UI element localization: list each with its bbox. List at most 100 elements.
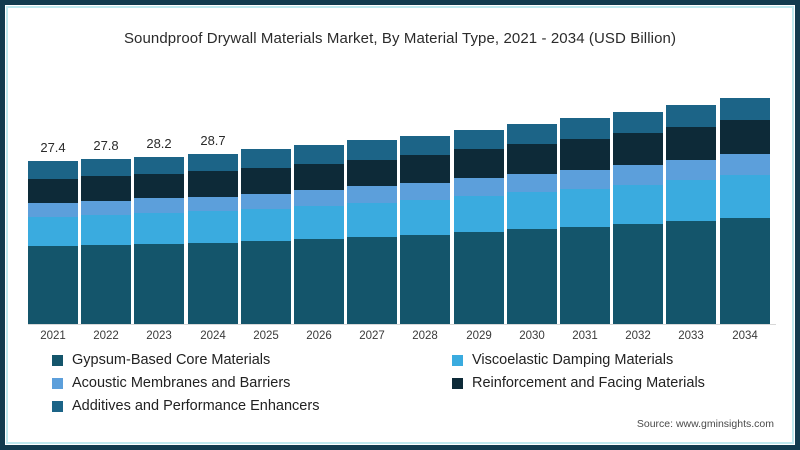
bar-segment[interactable] [454, 231, 504, 325]
bar-segment[interactable] [666, 221, 716, 325]
bar-segment[interactable] [400, 200, 450, 235]
bar-segment[interactable] [28, 178, 78, 203]
bar-segment[interactable] [507, 173, 557, 193]
bar-segment[interactable] [347, 203, 397, 237]
bar-segment[interactable] [560, 188, 610, 228]
bar-segment[interactable] [134, 173, 184, 199]
bar-segment[interactable] [134, 156, 184, 174]
bar-value-label: 27.4 [40, 140, 66, 156]
bar-segment[interactable] [241, 193, 291, 210]
stacked-bar[interactable] [454, 129, 504, 325]
bar-segment[interactable] [241, 167, 291, 194]
bar-segment[interactable] [188, 153, 238, 172]
border-top [0, 0, 800, 5]
bar-segment[interactable] [294, 206, 344, 239]
stacked-bar[interactable] [666, 105, 716, 325]
stacked-bar[interactable] [507, 124, 557, 325]
bar-segment[interactable] [188, 171, 238, 197]
bar-segment[interactable] [613, 133, 663, 165]
bar-segment[interactable] [454, 195, 504, 232]
bar-segment[interactable] [347, 236, 397, 325]
legend-item[interactable]: Additives and Performance Enhancers [52, 398, 452, 414]
legend-item[interactable]: Gypsum-Based Core Materials [52, 352, 452, 368]
bar-segment[interactable] [81, 158, 131, 177]
stacked-bar[interactable] [720, 98, 770, 325]
bar-segment[interactable] [454, 149, 504, 179]
legend-item[interactable]: Acoustic Membranes and Barriers [52, 375, 452, 391]
x-axis-tick-2034: 2034 [732, 330, 758, 342]
bar-segment[interactable] [188, 196, 238, 212]
bar-segment[interactable] [454, 178, 504, 196]
bar-segment[interactable] [613, 224, 663, 325]
x-axis-tick-2021: 2021 [40, 330, 66, 342]
bar-segment[interactable] [134, 243, 184, 325]
bar-segment[interactable] [613, 184, 663, 225]
bar-segment[interactable] [400, 182, 450, 201]
bar-segment[interactable] [134, 213, 184, 244]
bar-segment[interactable] [81, 176, 131, 201]
bar-segment[interactable] [347, 140, 397, 160]
bar-segment[interactable] [294, 145, 344, 164]
bar-segment[interactable] [28, 161, 78, 179]
bar-segment[interactable] [188, 242, 238, 325]
x-axis-tick-2023: 2023 [146, 330, 172, 342]
bar-segment[interactable] [134, 198, 184, 214]
bar-segment[interactable] [400, 234, 450, 325]
bar-segment[interactable] [613, 164, 663, 185]
bar-segment[interactable] [28, 216, 78, 247]
legend-swatch-icon [52, 377, 63, 389]
bar-segment[interactable] [613, 112, 663, 134]
bar-segment[interactable] [560, 138, 610, 170]
bar-segment[interactable] [400, 154, 450, 183]
x-axis-tick-2030: 2030 [519, 330, 545, 342]
bar-segment[interactable] [507, 192, 557, 230]
bar-segment[interactable] [241, 149, 291, 168]
bar-segment[interactable] [666, 179, 716, 222]
bar-segment[interactable] [454, 129, 504, 150]
bar-segment[interactable] [294, 189, 344, 207]
bar-segment[interactable] [28, 202, 78, 217]
stacked-bar[interactable] [560, 118, 610, 325]
bar-segment[interactable] [720, 175, 770, 219]
bar-segment[interactable] [28, 246, 78, 325]
bar-segment[interactable] [347, 186, 397, 204]
stacked-bar[interactable] [294, 145, 344, 325]
stacked-bar[interactable] [347, 140, 397, 325]
x-axis-tick-2033: 2033 [678, 330, 704, 342]
bar-segment[interactable] [507, 124, 557, 144]
bar-segment[interactable] [188, 211, 238, 243]
bar-segment[interactable] [241, 209, 291, 241]
bar-segment[interactable] [507, 229, 557, 325]
stacked-bar[interactable] [400, 135, 450, 325]
bar-segment[interactable] [400, 135, 450, 155]
bar-segment[interactable] [241, 240, 291, 325]
bar-segment[interactable] [720, 98, 770, 121]
bar-segment[interactable] [81, 215, 131, 245]
legend-item[interactable]: Viscoelastic Damping Materials [452, 352, 673, 368]
legend-item[interactable]: Reinforcement and Facing Materials [452, 375, 705, 391]
bar-segment[interactable] [666, 126, 716, 160]
bar-segment[interactable] [720, 154, 770, 176]
stacked-bar[interactable] [81, 158, 131, 325]
bar-segment[interactable] [294, 238, 344, 325]
stacked-bar[interactable] [241, 149, 291, 325]
x-axis-tick-2024: 2024 [200, 330, 226, 342]
bar-segment[interactable] [81, 244, 131, 325]
bar-segment[interactable] [666, 159, 716, 180]
bar-segment[interactable] [294, 163, 344, 190]
bar-segment[interactable] [560, 118, 610, 139]
stacked-bar[interactable] [28, 161, 78, 325]
bar-segment[interactable] [720, 120, 770, 155]
bar-segment[interactable] [560, 227, 610, 325]
bar-segment[interactable] [720, 218, 770, 325]
stacked-bar[interactable] [613, 112, 663, 325]
bar-segment[interactable] [347, 159, 397, 187]
stacked-bar[interactable] [134, 156, 184, 325]
bar-segment[interactable] [81, 200, 131, 216]
bar-segment[interactable] [507, 143, 557, 174]
x-axis-tick-2032: 2032 [625, 330, 651, 342]
bar-segment[interactable] [666, 105, 716, 127]
bar-segment[interactable] [560, 169, 610, 189]
stacked-bar[interactable] [188, 153, 238, 325]
